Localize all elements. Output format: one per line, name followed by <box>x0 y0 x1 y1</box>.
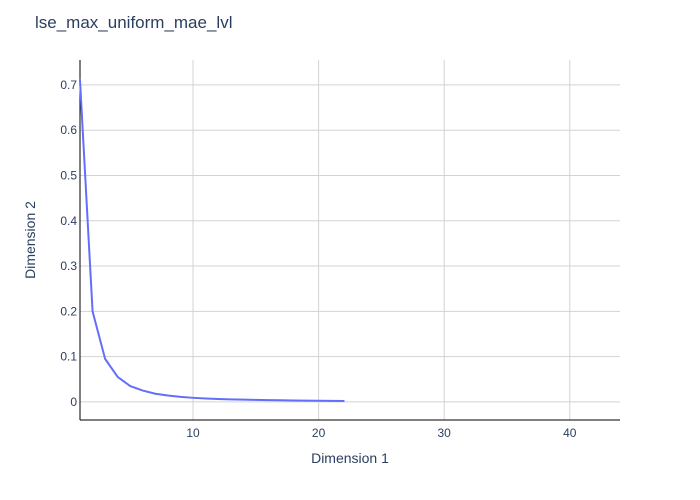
y-tick-label: 0.7 <box>60 78 77 92</box>
y-tick-label: 0.2 <box>60 304 77 318</box>
y-axis-title: Dimension 2 <box>22 201 38 279</box>
chart-title: lse_max_uniform_mae_lvl <box>35 13 233 32</box>
x-tick-label: 10 <box>186 426 200 440</box>
y-tick-label: 0.3 <box>60 259 77 273</box>
grid-layer <box>80 60 620 420</box>
x-axis-title: Dimension 1 <box>311 450 389 466</box>
y-tick-label: 0.6 <box>60 123 77 137</box>
y-tick-label: 0.1 <box>60 350 77 364</box>
x-tick-label: 40 <box>563 426 577 440</box>
series-line <box>79 79 345 402</box>
tick-label-layer: 0 0.1 0.2 0.3 0.4 0.5 0.6 0.7 10 20 30 40 <box>60 78 576 440</box>
axis-layer <box>79 60 620 421</box>
x-tick-label: 30 <box>438 426 452 440</box>
y-tick-label: 0 <box>70 395 77 409</box>
y-tick-label: 0.4 <box>60 214 77 228</box>
series-layer <box>79 79 345 402</box>
y-tick-label: 0.5 <box>60 168 77 182</box>
x-tick-label: 20 <box>312 426 326 440</box>
